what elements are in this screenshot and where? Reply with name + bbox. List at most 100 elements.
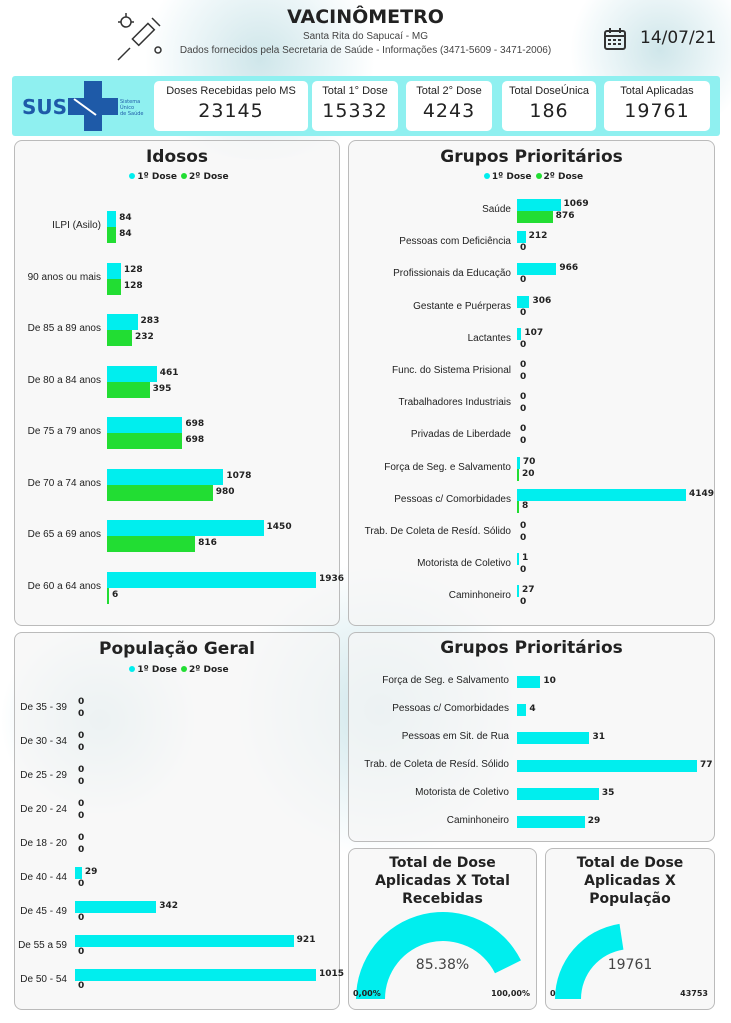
value-label: 395 — [152, 383, 172, 394]
value-label: 20 — [522, 468, 535, 479]
kpi-card: Total 2° Dose 4243 — [406, 81, 492, 131]
value-label: 876 — [555, 211, 575, 221]
idosos-panel: Idosos 1º Dose 2º Dose ILPI (Asilo) 84 84 90… — [14, 140, 344, 626]
value-label: 980 — [215, 486, 235, 497]
kpi-card: Total 1° Dose 15332 — [312, 81, 398, 131]
value-label: 0 — [78, 731, 85, 741]
value-label: 4149 — [689, 488, 715, 499]
syringe-virus-icon — [112, 10, 172, 70]
gauge-max: 43753 — [680, 989, 708, 998]
chart-title: Grupos Prioritários — [440, 638, 623, 658]
legend-dose2: 2º Dose — [543, 172, 584, 182]
value-label: 0 — [520, 372, 527, 382]
value-label: 84 — [119, 229, 132, 239]
bar-dose1 — [517, 676, 541, 688]
value-label: 1069 — [563, 199, 589, 209]
value-label: 35 — [601, 788, 615, 798]
bar-dose1 — [75, 867, 82, 879]
value-label: 1078 — [226, 470, 252, 481]
value-label: 0 — [78, 811, 85, 821]
category-label: Func. do Sistema Prisional — [392, 365, 511, 376]
chart-title: População Geral — [98, 639, 256, 659]
category-label: Lactantes — [467, 332, 511, 344]
gauge-title: Total de Dose Aplicadas X Total Recebida… — [375, 855, 510, 907]
svg-text:Sistema: Sistema — [120, 99, 140, 105]
category-label: De 30 - 34 — [20, 736, 67, 747]
bar-dose1 — [517, 199, 561, 211]
legend-dose1: 1º Dose — [137, 172, 177, 182]
value-label: 698 — [185, 419, 205, 429]
legend: 1º Dose 2º Dose — [15, 665, 339, 675]
value-label: 0 — [520, 307, 527, 318]
grupos-panel: Grupos Prioritários 1º Dose 2º Dose Saúde… — [348, 140, 715, 626]
bar-dose1 — [107, 571, 316, 588]
svg-text:SUS: SUS — [22, 95, 67, 119]
category-label: De 60 a 64 anos — [27, 580, 101, 592]
legend: 1º Dose 2º Dose — [349, 172, 714, 182]
category-label: Força de Seg. e Salvamento — [382, 675, 509, 686]
bar-dose1 — [517, 704, 527, 716]
gauge-populacao-panel: Total de Dose Aplicadas X População 1976… — [545, 848, 715, 1010]
bar-dose1 — [517, 456, 520, 469]
bar-dose1 — [517, 327, 522, 340]
kpi-label: Total 2° Dose — [416, 85, 482, 97]
kpi-value: 23145 — [198, 100, 264, 122]
value-label: 6 — [112, 589, 119, 600]
gauge-min: 0 — [550, 989, 556, 998]
kpi-card: Total DoseÚnica 186 — [502, 81, 596, 131]
category-label: De 25 - 29 — [20, 770, 67, 781]
value-label: 0 — [520, 360, 527, 370]
bar-dose1 — [517, 585, 519, 598]
value-label: 921 — [296, 935, 316, 945]
category-label: Trabalhadores Industriais — [398, 397, 511, 409]
category-label: Pessoas em Sit. de Rua — [401, 731, 509, 742]
value-label: 27 — [522, 585, 535, 596]
svg-text:de Saúde: de Saúde — [120, 110, 144, 117]
value-label: 0 — [78, 981, 85, 991]
value-label: 232 — [135, 332, 154, 342]
populacao-panel: População Geral 1º Dose 2º Dose De 35 - 3… — [14, 632, 344, 1010]
category-label: Saúde — [482, 204, 511, 215]
value-label: 29 — [84, 867, 98, 877]
category-label: De 85 a 89 anos — [27, 323, 101, 334]
gauge-arc — [356, 912, 521, 999]
value-label: 0 — [520, 533, 527, 543]
value-label: 84 — [119, 213, 132, 223]
category-label: Trab. de Coleta de Resíd. Sólido — [364, 759, 509, 770]
bar-dose2 — [517, 211, 553, 223]
grupos2-panel: Grupos Prioritários Força de Seg. e Salv… — [348, 632, 715, 842]
bar-dose2 — [517, 500, 519, 513]
value-label: 0 — [520, 243, 527, 254]
kpi-label: Total DoseÚnica — [508, 85, 590, 97]
value-label: 816 — [198, 538, 217, 548]
kpi-value: 15332 — [322, 100, 388, 122]
value-label: 0 — [78, 913, 85, 923]
value-label: 29 — [587, 816, 601, 826]
gauge-recebidas-panel: Total de Dose Aplicadas X Total Recebida… — [348, 848, 537, 1010]
category-label: De 55 a 59 — [18, 940, 67, 951]
value-label: 128 — [123, 280, 143, 291]
value-label: 0 — [78, 799, 85, 809]
kpi-value: 4243 — [422, 100, 476, 122]
category-label: 90 anos ou mais — [27, 271, 101, 283]
value-label: 0 — [520, 436, 527, 447]
category-label: De 70 a 74 anos — [27, 477, 101, 489]
category-label: Motorista de Coletivo — [415, 787, 509, 798]
kpi-label: Doses Recebidas pelo MS — [166, 85, 296, 97]
value-label: 0 — [78, 765, 85, 775]
category-label: Profissionais da Educação — [393, 268, 511, 280]
bar-dose1 — [107, 262, 121, 279]
value-label: 698 — [185, 435, 205, 445]
category-label: De 75 a 79 anos — [27, 426, 101, 437]
value-label: 70 — [522, 456, 536, 467]
value-label: 461 — [159, 367, 179, 378]
value-label: 4 — [529, 704, 536, 714]
category-label: ILPI (Asilo) — [52, 220, 101, 231]
value-label: 0 — [78, 709, 85, 719]
value-label: 8 — [522, 500, 529, 511]
legend-dose1: 1º Dose — [491, 172, 532, 182]
value-label: 0 — [78, 697, 85, 707]
category-label: Pessoas c/ Comorbidades — [392, 703, 509, 714]
category-label: De 40 - 44 — [20, 872, 67, 883]
legend-dose1: 1º Dose — [137, 665, 177, 675]
